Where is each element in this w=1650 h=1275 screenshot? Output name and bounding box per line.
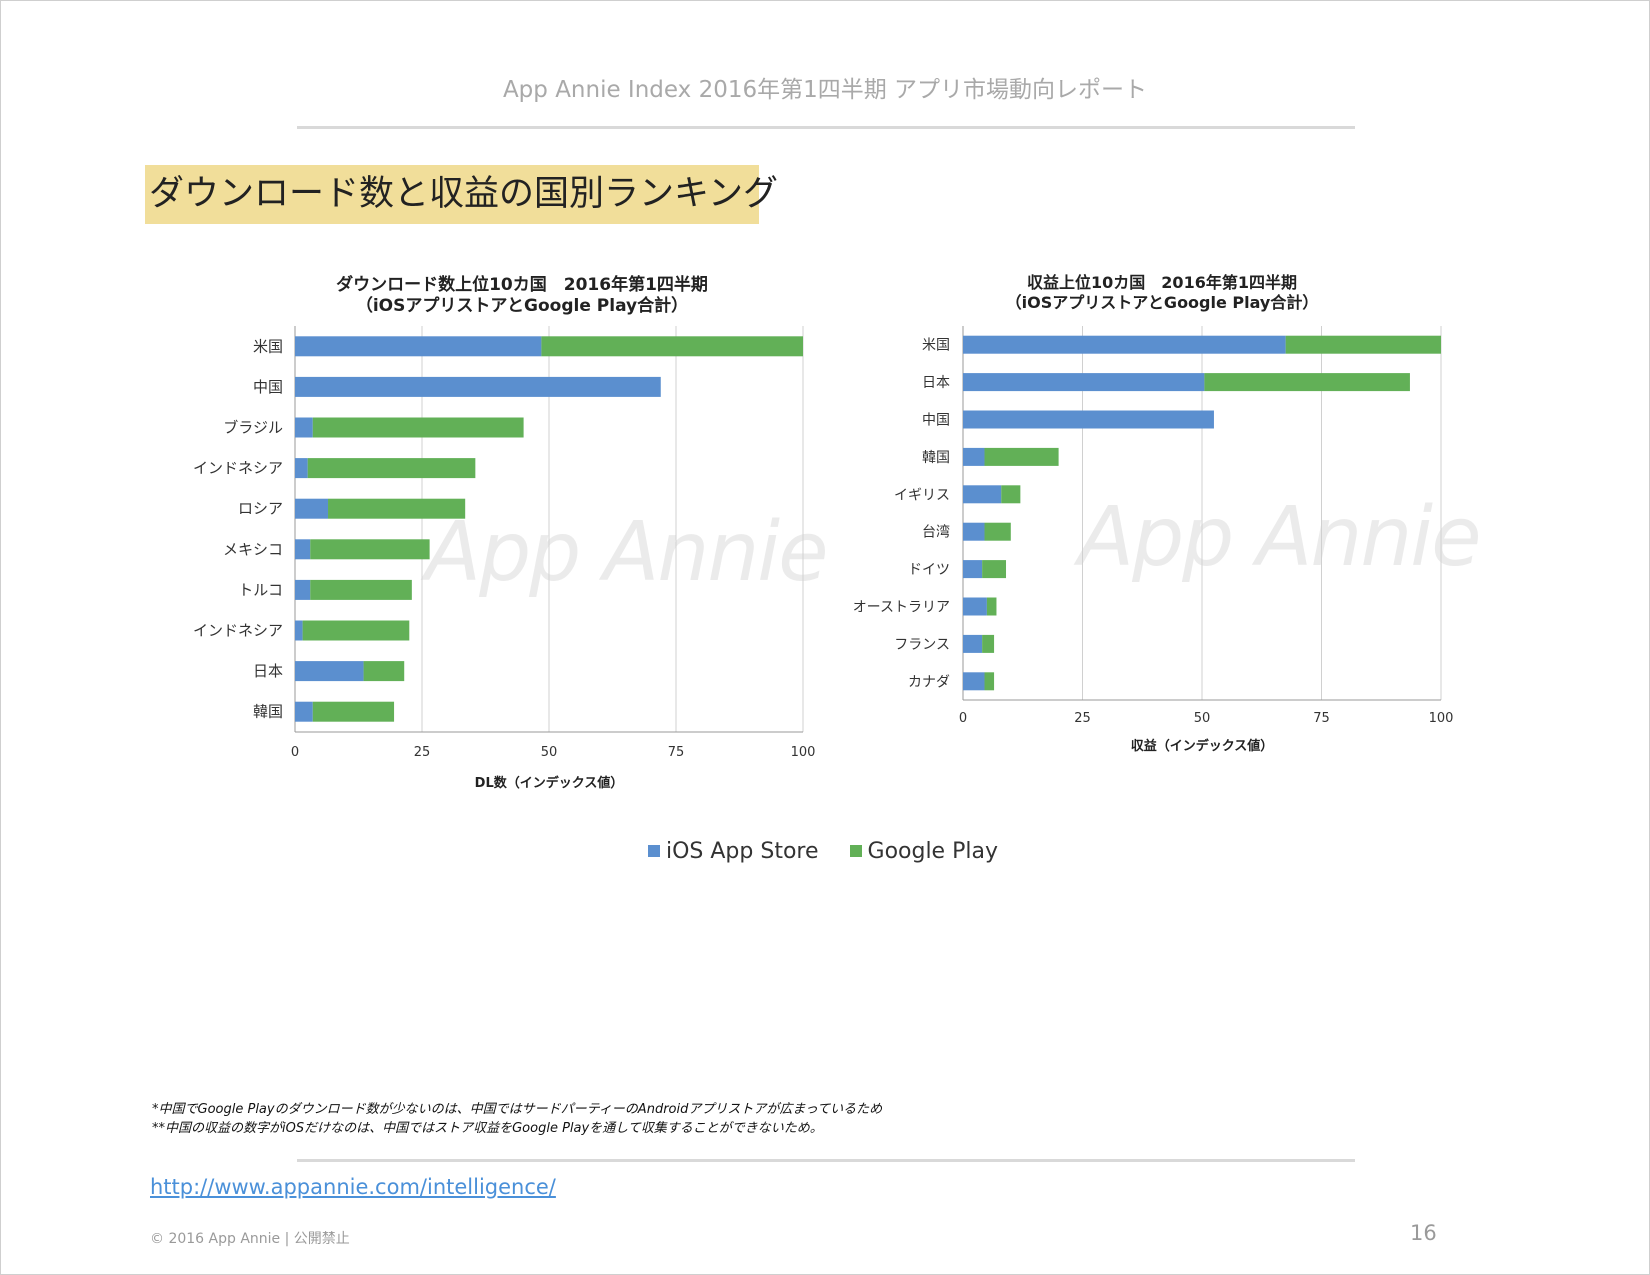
downloads-bar-google-4 [328,498,466,519]
legend-swatch-ios [648,845,660,857]
legend-label-ios: iOS App Store [666,838,819,864]
downloads-bar-ios-6 [295,579,311,600]
revenue-x-tick-label-0: 0 [959,711,967,726]
downloads-chart-subtitle: （iOSアプリストアとGoogle Play合計） [356,295,688,316]
downloads-bar-google-8 [363,661,405,682]
downloads-bar-google-7 [302,620,410,641]
legend-label-google: Google Play [867,838,998,864]
downloads-bar-ios-7 [295,620,303,641]
revenue-bar-ios-3 [963,447,985,466]
copyright: © 2016 App Annie | 公開禁止 [150,1231,350,1247]
watermark-left: App Annie [425,505,829,600]
revenue-bar-google-7 [986,597,997,616]
revenue-bar-ios-1 [963,373,1205,392]
downloads-bar-ios-4 [295,498,329,519]
revenue-bar-ios-4 [963,485,1002,504]
revenue-bar-google-1 [1204,373,1410,392]
revenue-category-label-4: イギリス [894,487,950,503]
downloads-bar-ios-8 [295,661,364,682]
downloads-bar-google-0 [541,336,803,357]
downloads-category-label-4: ロシア [238,500,283,518]
report-header: App Annie Index 2016年第1四半期 アプリ市場動向レポート [502,77,1148,103]
revenue-bar-google-3 [984,447,1059,466]
downloads-bar-google-9 [312,701,395,722]
downloads-x-axis-label: DL数（インデックス値） [475,775,624,791]
legend-item-google: Google Play [849,838,998,864]
revenue-category-label-5: 台湾 [922,524,950,541]
footnote-2: **中国の収益の数字がiOSだけなのは、中国ではストア収益をGoogle Pla… [152,1121,823,1136]
revenue-bar-google-5 [984,522,1011,541]
legend-swatch-google [849,845,862,857]
header-divider [297,126,1355,129]
revenue-bar-google-0 [1285,335,1441,354]
revenue-category-label-2: 中国 [922,413,950,429]
revenue-category-label-6: ドイツ [908,562,950,578]
revenue-bar-ios-7 [963,597,987,616]
downloads-category-label-0: 米国 [253,337,283,355]
downloads-category-label-1: 中国 [253,378,283,396]
downloads-bar-ios-0 [295,336,542,357]
revenue-bar-google-9 [984,672,995,691]
downloads-bar-ios-2 [295,417,313,438]
downloads-x-tick-label-2: 50 [541,745,558,760]
watermark-right: App Annie [1078,490,1482,585]
footer-divider [297,1159,1355,1162]
footnote-1: *中国でGoogle Playのダウンロード数が少ないのは、中国ではサードパーテ… [152,1102,883,1117]
revenue-chart-title: 収益上位10カ国 2016年第1四半期 [1027,273,1297,292]
section-title: ダウンロード数と収益の国別ランキング [145,165,778,224]
page-number: 16 [1410,1221,1437,1245]
downloads-bar-google-5 [310,539,430,560]
revenue-x-axis-label: 収益（インデックス値） [1131,738,1274,754]
revenue-bar-ios-6 [963,560,983,579]
revenue-category-label-1: 日本 [922,375,950,391]
revenue-category-label-7: オーストラリア [853,600,950,616]
legend: iOS App Store Google Play [648,838,1022,864]
downloads-bar-google-3 [307,458,476,479]
revenue-bar-ios-9 [963,672,985,691]
revenue-bar-google-8 [982,634,995,653]
downloads-category-label-7: インドネシア [193,622,283,640]
revenue-bar-google-4 [1001,485,1021,504]
revenue-bar-ios-8 [963,634,983,653]
revenue-category-label-0: 米国 [922,338,950,354]
downloads-category-label-8: 日本 [253,662,283,680]
revenue-category-label-9: カナダ [908,674,950,690]
downloads-bar-ios-1 [295,376,661,397]
revenue-bar-ios-2 [963,410,1214,429]
downloads-bar-google-6 [310,579,412,600]
intelligence-link[interactable]: http://www.appannie.com/intelligence/ [150,1175,556,1199]
downloads-bar-ios-9 [295,701,313,722]
legend-item-ios: iOS App Store [648,839,819,864]
downloads-category-label-6: トルコ [238,581,283,599]
downloads-chart-title: ダウンロード数上位10カ国 2016年第1四半期 [336,274,708,295]
revenue-bar-google-6 [982,560,1007,579]
downloads-category-label-2: ブラジル [223,419,283,437]
footnotes: *中国でGoogle Playのダウンロード数が少ないのは、中国ではサードパーテ… [152,1100,882,1138]
downloads-category-label-3: インドネシア [193,459,283,477]
downloads-category-label-5: メキシコ [223,540,283,558]
downloads-bar-google-2 [312,417,524,438]
revenue-bar-ios-0 [963,335,1286,354]
revenue-x-tick-label-1: 25 [1074,711,1091,726]
revenue-category-label-8: フランス [894,637,950,653]
downloads-bar-ios-3 [295,458,308,479]
revenue-x-tick-label-2: 50 [1194,711,1211,726]
revenue-x-tick-label-3: 75 [1313,711,1330,726]
downloads-category-label-9: 韓国 [253,703,283,721]
downloads-bar-ios-5 [295,539,311,560]
revenue-bar-ios-5 [963,522,985,541]
downloads-x-tick-label-4: 100 [791,745,816,760]
revenue-category-label-3: 韓国 [922,450,950,466]
revenue-x-tick-label-4: 100 [1429,711,1454,726]
revenue-chart-subtitle: （iOSアプリストアとGoogle Play合計） [1006,293,1319,312]
downloads-x-tick-label-0: 0 [291,745,299,760]
downloads-x-tick-label-3: 75 [668,745,685,760]
downloads-x-tick-label-1: 25 [414,745,431,760]
